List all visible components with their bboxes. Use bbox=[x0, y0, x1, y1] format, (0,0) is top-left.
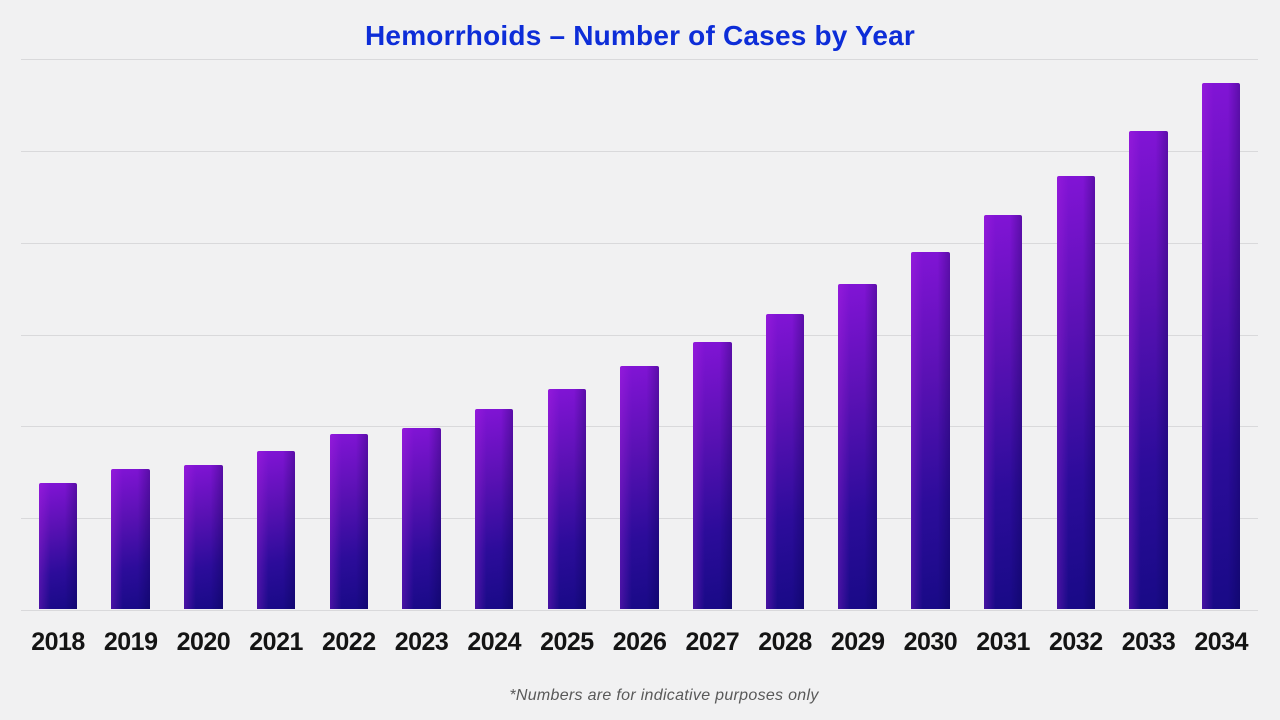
bar-2028 bbox=[765, 314, 805, 609]
x-axis-label-2018: 2018 bbox=[31, 628, 85, 656]
bar-2029 bbox=[838, 283, 877, 609]
gridline bbox=[21, 334, 1258, 336]
x-axis-label-2032: 2032 bbox=[1048, 628, 1103, 656]
gridline bbox=[21, 59, 1258, 60]
bar-2027 bbox=[693, 341, 732, 609]
x-axis-label-2025: 2025 bbox=[540, 628, 594, 656]
x-axis-label-2022: 2022 bbox=[321, 628, 376, 656]
plot-area bbox=[21, 59, 1258, 611]
x-axis-label-2034: 2034 bbox=[1194, 628, 1248, 656]
bar-2021 bbox=[256, 451, 296, 609]
x-axis-label-2030: 2030 bbox=[903, 628, 958, 656]
bar-2024 bbox=[474, 408, 514, 609]
bar-2019 bbox=[111, 469, 150, 609]
footnote: *Numbers are for indicative purposes onl… bbox=[509, 687, 819, 704]
bar-2032 bbox=[1056, 175, 1096, 609]
x-axis-label-2029: 2029 bbox=[830, 628, 885, 656]
x-axis-label-2027: 2027 bbox=[685, 628, 740, 656]
bar-2033 bbox=[1129, 131, 1168, 609]
x-axis-label-2023: 2023 bbox=[394, 628, 449, 656]
bar-2025 bbox=[547, 388, 587, 609]
bar-2023 bbox=[402, 428, 441, 609]
x-axis-label-2028: 2028 bbox=[758, 628, 812, 656]
x-axis-label-2021: 2021 bbox=[249, 628, 303, 656]
bar-2022 bbox=[329, 433, 369, 609]
gridline bbox=[21, 150, 1258, 152]
x-axis-label-2031: 2031 bbox=[976, 628, 1030, 656]
gridline bbox=[21, 242, 1258, 244]
x-axis: 2018 2019 2020 2021 2022 2023 2024 2025 2026 2027… bbox=[0, 628, 1280, 664]
bar-2031 bbox=[983, 215, 1023, 609]
x-axis-label-2024: 2024 bbox=[467, 628, 521, 656]
bar-2020 bbox=[184, 464, 223, 609]
x-axis-label-2020: 2020 bbox=[176, 628, 231, 656]
bar-2018 bbox=[38, 483, 78, 609]
x-axis-label-2019: 2019 bbox=[103, 628, 158, 656]
bar-2030 bbox=[911, 251, 950, 609]
x-axis-label-2026: 2026 bbox=[612, 628, 667, 656]
bar-2034 bbox=[1201, 82, 1241, 609]
x-axis-label-2033: 2033 bbox=[1121, 628, 1176, 656]
x-axis-baseline bbox=[21, 610, 1258, 611]
chart-title: Hemorrhoids – Number of Cases by Year bbox=[365, 20, 915, 51]
bar-2026 bbox=[620, 365, 659, 609]
